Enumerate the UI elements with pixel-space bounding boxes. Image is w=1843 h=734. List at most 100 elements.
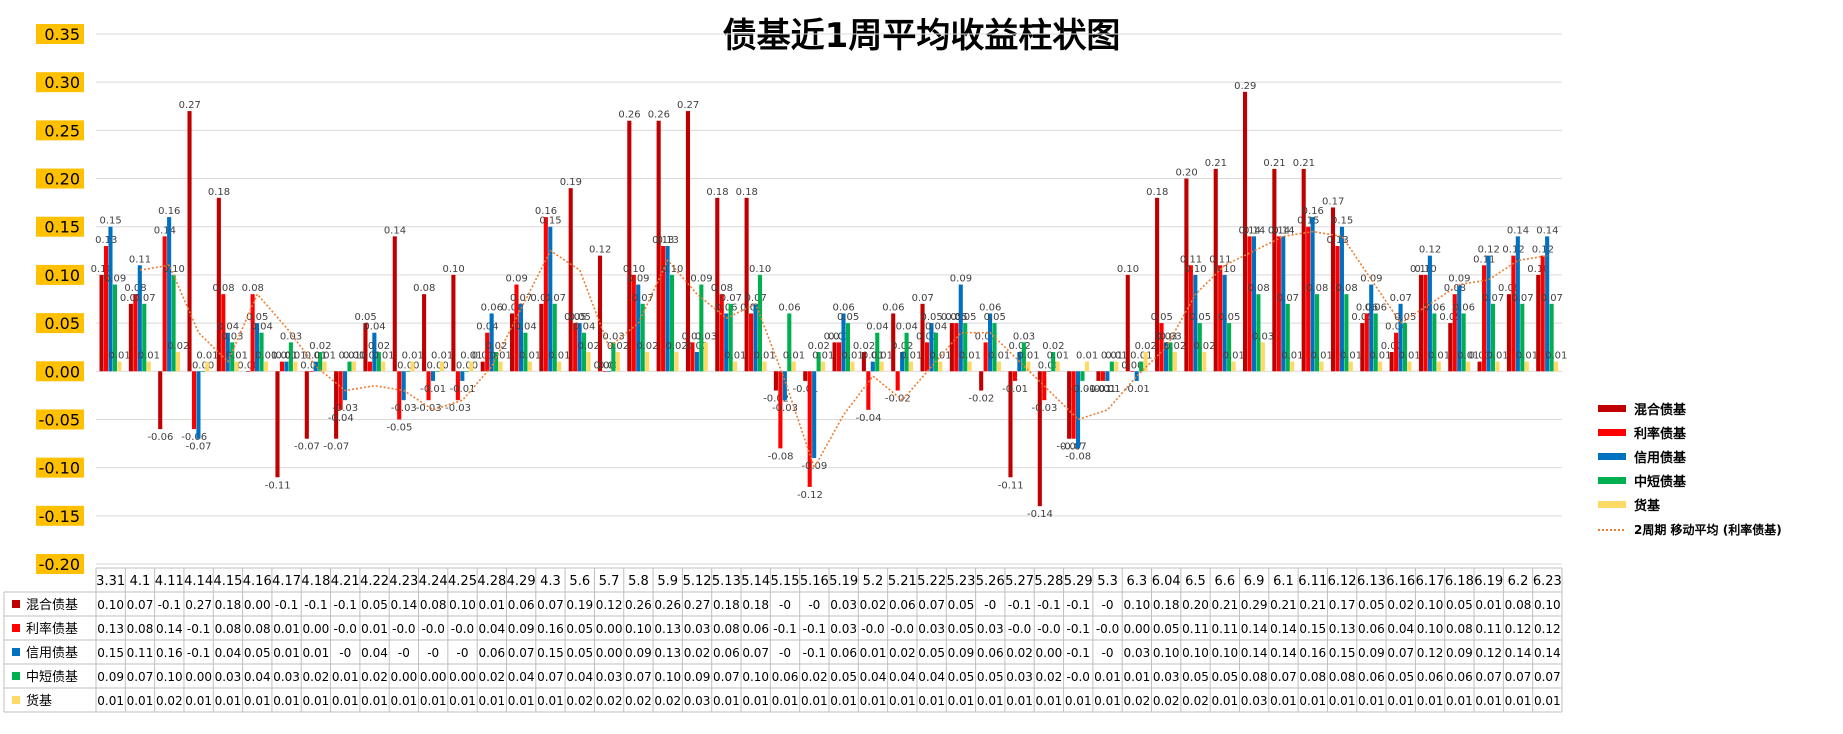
table-cell: -0.1: [1067, 598, 1090, 612]
table-cell: 0.07: [1475, 670, 1502, 684]
bar: [606, 371, 611, 372]
table-cell: 0.07: [918, 598, 945, 612]
bar: [284, 361, 289, 372]
data-label: 0.15: [100, 216, 122, 227]
bar: [1306, 226, 1311, 372]
table-cell: 0.11: [127, 646, 154, 660]
data-label: 0.08: [1247, 283, 1269, 294]
data-label: 0.07: [1541, 293, 1563, 304]
data-label: 0.04: [476, 322, 498, 333]
bar: [1339, 226, 1344, 372]
bar: [1477, 361, 1482, 372]
bar: [1251, 236, 1257, 372]
bar: [1515, 236, 1520, 372]
data-label: 0.02: [666, 341, 688, 352]
table-cell: 0.02: [684, 646, 711, 660]
table-row-label: 中短债基: [26, 670, 78, 685]
bar: [1506, 294, 1511, 372]
table-cell: 0.02: [156, 694, 183, 708]
table-cell: 0.11: [1211, 622, 1238, 636]
data-label: -0.04: [856, 413, 882, 424]
data-label: 0.26: [618, 110, 640, 121]
bar: [1402, 323, 1408, 372]
table-cell: 0.08: [713, 622, 740, 636]
bar: [171, 274, 176, 372]
bar: [1218, 265, 1223, 372]
table-cell: 0.02: [361, 670, 388, 684]
bar: [1260, 342, 1265, 372]
table-cell: 0.01: [1387, 694, 1414, 708]
bar: [1495, 361, 1500, 372]
bar: [397, 371, 402, 420]
bar: [1423, 274, 1428, 372]
bar: [1482, 265, 1487, 372]
category-label: 5.22: [917, 574, 946, 589]
table-cell: 0.03: [215, 670, 242, 684]
bar: [920, 303, 925, 372]
bar: [1378, 361, 1383, 372]
table-cell: 0.18: [713, 598, 740, 612]
y-tick-highlight: [36, 313, 84, 334]
data-label: -0.03: [1032, 403, 1058, 414]
bar: [1554, 361, 1559, 372]
bar: [841, 313, 846, 372]
table-cell: -0.1: [187, 622, 210, 636]
bar: [690, 342, 695, 372]
table-cell: 0.02: [1036, 670, 1063, 684]
data-label: 0.03: [681, 331, 703, 342]
bar: [1389, 352, 1394, 372]
data-label: 0.18: [706, 187, 728, 198]
data-label: 0.16: [1302, 206, 1324, 217]
table-cell: -0: [984, 598, 996, 612]
data-label: -0.01: [1086, 384, 1112, 395]
data-label: 0.15: [1297, 216, 1319, 227]
table-cell: 0.03: [977, 622, 1004, 636]
data-label: 0.07: [530, 293, 552, 304]
data-label: 0.16: [158, 206, 180, 217]
table-cell: 0.01: [215, 694, 242, 708]
bar: [347, 361, 352, 372]
data-label: 0.09: [506, 274, 528, 285]
table-cell: 0.06: [1417, 670, 1444, 684]
table-cell: 0.10: [1211, 646, 1238, 660]
data-label: -0.07: [186, 442, 212, 453]
bar: [1335, 246, 1340, 372]
data-label: 0.09: [950, 274, 972, 285]
data-label: 0.06: [778, 302, 800, 313]
table-cell: 0.00: [596, 622, 623, 636]
bar: [674, 352, 679, 372]
bar: [216, 197, 221, 372]
data-label: 0.01: [343, 351, 365, 362]
bar: [117, 361, 122, 372]
table-cell: 0.02: [1006, 646, 1033, 660]
data-label: 0.06: [1423, 302, 1445, 313]
data-label: 0.07: [720, 293, 742, 304]
data-label: 0.01: [1457, 351, 1479, 362]
table-cell: 0.10: [1417, 622, 1444, 636]
data-label: 0.11: [1180, 254, 1202, 265]
table-row-swatch: [12, 672, 20, 680]
table-cell: 0.01: [1534, 694, 1561, 708]
data-label: -0.12: [797, 490, 823, 501]
bar: [577, 323, 582, 372]
bar: [351, 361, 356, 372]
data-label: 0.04: [896, 322, 918, 333]
bar: [812, 371, 817, 458]
y-tick-highlight: [36, 72, 84, 93]
data-label: -0.08: [768, 451, 794, 462]
data-label: 0.05: [1218, 312, 1240, 323]
bar: [1247, 236, 1252, 372]
bar: [832, 342, 837, 372]
data-label: 0.05: [564, 312, 586, 323]
data-label: 0.01: [1399, 351, 1421, 362]
table-cell: 0.15: [537, 646, 564, 660]
table-cell: -0.1: [803, 622, 826, 636]
bar: [187, 111, 192, 372]
bar: [342, 371, 348, 401]
category-label: 6.9: [1244, 574, 1265, 589]
data-label: 0.01: [1311, 351, 1333, 362]
table-cell: 0.01: [772, 694, 799, 708]
bar: [640, 303, 645, 372]
bar: [1159, 323, 1164, 372]
table-cell: 0.15: [1299, 622, 1326, 636]
